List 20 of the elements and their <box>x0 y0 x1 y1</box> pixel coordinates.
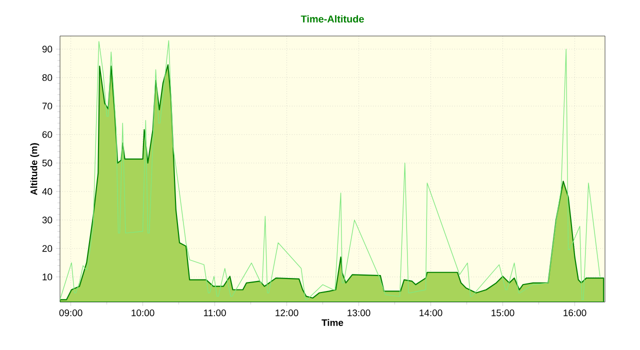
x-tick-label: 15:00 <box>492 310 514 316</box>
y-tick-label: 50 <box>42 160 52 166</box>
x-tick-label: 14:00 <box>420 310 442 316</box>
chart-title: Time-Altitude <box>300 15 364 23</box>
x-axis-title: Time <box>322 319 344 326</box>
y-tick-label: 20 <box>42 245 52 252</box>
x-tick-label: 10:00 <box>132 310 154 316</box>
x-tick-label: 11:00 <box>204 310 226 316</box>
y-tick-label: 70 <box>42 102 52 110</box>
x-tick-label: 13:00 <box>348 310 370 316</box>
x-tick-label: 09:00 <box>59 310 82 316</box>
y-tick-label: 40 <box>42 188 52 195</box>
y-axis-title: Altitude (m) <box>30 143 40 196</box>
y-tick-label: 60 <box>42 131 52 138</box>
y-tick-label: 80 <box>42 74 52 81</box>
y-tick-label: 10 <box>42 274 52 280</box>
x-tick-label: 12:00 <box>276 310 298 316</box>
y-tick-label: 30 <box>42 216 52 224</box>
y-tick-label: 90 <box>42 46 52 52</box>
x-tick-label: 16:00 <box>564 310 586 316</box>
